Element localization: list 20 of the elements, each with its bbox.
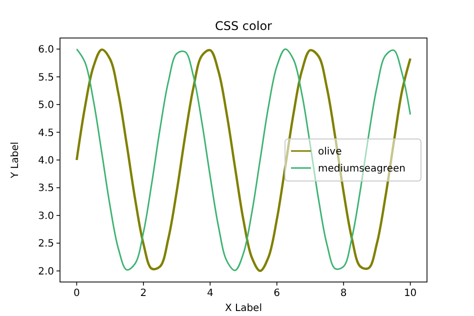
y-tick-label: 3.5 xyxy=(38,183,54,194)
y-tick-label: 2.0 xyxy=(38,266,54,278)
x-tick-label: 2 xyxy=(140,288,147,299)
y-axis-title: Y Label xyxy=(10,142,21,180)
x-tick-label: 6 xyxy=(274,288,280,299)
legend-label: mediumseagreen xyxy=(318,164,406,174)
legend-label: olive xyxy=(318,146,342,158)
y-tick-label: 3.0 xyxy=(38,210,54,222)
x-tick-label: 0 xyxy=(73,288,80,299)
y-tick-label: 5.5 xyxy=(38,72,54,84)
y-tick-label: 2.5 xyxy=(38,238,54,250)
y-tick-label: 5.0 xyxy=(38,100,54,112)
x-axis-title: X Label xyxy=(224,303,262,314)
y-tick-label: 4.0 xyxy=(38,156,54,166)
y-tick-label: 6.0 xyxy=(38,44,54,56)
y-tick-label: 4.5 xyxy=(38,128,54,139)
x-tick-label: 8 xyxy=(340,288,347,299)
chart-title: CSS color xyxy=(215,19,272,33)
x-tick-label: 4 xyxy=(206,288,214,299)
x-tick-label: 10 xyxy=(404,288,417,299)
